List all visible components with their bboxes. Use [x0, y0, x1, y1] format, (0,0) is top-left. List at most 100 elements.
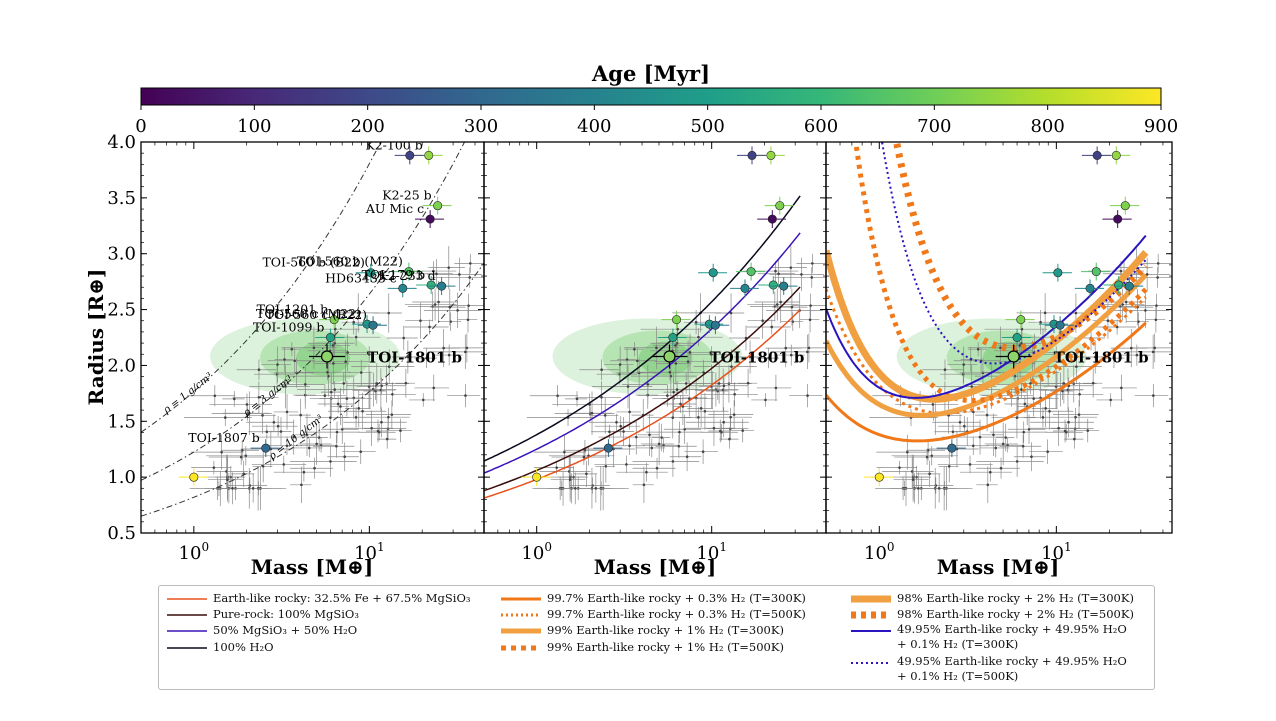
population-point: [619, 424, 623, 428]
population-point: [971, 444, 975, 448]
model-curve: [853, 142, 1148, 403]
population-point: [958, 420, 962, 424]
population-point: [807, 346, 811, 350]
model-curve: [484, 232, 801, 474]
population-point: [634, 435, 638, 439]
model-curve: [826, 288, 1147, 415]
planet-point: [1012, 332, 1022, 342]
population-point: [305, 433, 309, 437]
population-point: [391, 393, 394, 396]
legend-item: 99.7% Earth-like rocky + 0.3% H₂ (T=500K…: [495, 606, 806, 622]
posterior-contour: [602, 330, 713, 385]
x-tick-label: 101: [696, 540, 727, 564]
legend-item: 99% Earth-like rocky + 1% H₂ (T=300K): [495, 622, 806, 638]
population-point: [285, 410, 289, 414]
population-point: [732, 413, 736, 416]
population-point: [1153, 346, 1157, 350]
population-point: [292, 435, 296, 439]
population-point: [335, 444, 338, 448]
population-point: [622, 430, 625, 433]
population-point: [1048, 409, 1051, 413]
population-point: [402, 336, 406, 340]
population-point: [675, 388, 679, 391]
population-point: [432, 269, 435, 273]
population-point: [251, 487, 255, 490]
panel-3: TOI-1801 b 100 101: [825, 141, 1173, 564]
planet-label: K2-100 b: [365, 137, 422, 152]
planet-point: [768, 280, 778, 290]
x-axis-label-1: Mass [M⊕]: [251, 555, 373, 579]
colorbar-ticks: 0 100 200 300 400 500 600 700 800 900: [135, 105, 1178, 137]
population-point: [261, 414, 264, 417]
population-point: [1078, 393, 1081, 396]
population-point: [339, 405, 342, 408]
population-point: [342, 382, 346, 385]
x-tick-label: 100: [179, 540, 210, 564]
population-point: [677, 444, 681, 448]
population-point: [359, 371, 363, 374]
population-point: [1020, 327, 1024, 331]
population-point: [618, 372, 621, 376]
legend-swatch: [167, 598, 207, 600]
population-point: [951, 430, 955, 434]
planet-point: [424, 150, 434, 160]
population-point: [684, 382, 688, 385]
population-point: [672, 390, 675, 394]
population-point: [302, 470, 306, 474]
legend-swatch: [851, 630, 891, 633]
population-point: [323, 394, 327, 397]
population-point: [299, 413, 302, 417]
population-point: [674, 362, 678, 365]
population-point: [1039, 320, 1042, 324]
legend-label: Earth-like rocky: 32.5% Fe + 67.5% MgSiO…: [213, 591, 471, 605]
legend-item: Pure-rock: 100% MgSiO₃: [161, 606, 471, 622]
legend-label: 98% Earth-like rocky + 2% H₂ (T=300K): [897, 591, 1134, 605]
legend-label-line2: + 0.1% H₂ (T=300K): [897, 637, 1019, 652]
population-point: [1152, 394, 1155, 397]
population-point: [1029, 382, 1032, 385]
population-point: [257, 396, 261, 399]
population-point: [784, 346, 788, 350]
population-point: [466, 318, 470, 322]
planet-point: [1092, 150, 1102, 160]
highlight-point: [663, 350, 676, 363]
population-point: [425, 356, 428, 360]
population-point: [468, 276, 472, 279]
population-point: [764, 398, 767, 402]
planet-label: K2-25 b: [382, 188, 431, 203]
population-point: [1077, 413, 1081, 416]
population-point: [279, 430, 283, 433]
population-point: [467, 304, 470, 307]
population-point: [1093, 355, 1097, 359]
planet-label: TOI-560 c (B22): [266, 307, 367, 322]
population-point: [728, 437, 731, 441]
population-point: [1067, 420, 1070, 424]
planet-point: [672, 315, 682, 325]
population-point: [671, 416, 675, 419]
model-curve: [881, 142, 1147, 365]
population-point: [404, 381, 408, 385]
y-tick-label: 2.5: [107, 300, 136, 321]
legend-item: 98% Earth-like rocky + 2% H₂ (T=300K): [845, 590, 1134, 606]
population-point: [563, 450, 566, 454]
population-point: [458, 273, 461, 276]
legend-swatch: [851, 595, 891, 603]
population-point: [212, 466, 216, 469]
y-tick-label: 3.0: [107, 244, 136, 265]
population-point: [926, 448, 930, 452]
y-tick-label: 1.5: [107, 411, 136, 432]
population-point: [1112, 356, 1116, 360]
population-point: [775, 303, 779, 306]
posterior-contour: [260, 330, 371, 385]
population-point: [678, 430, 681, 434]
colorbar-tick-label: 700: [917, 116, 951, 137]
planet-label: TOI-1807 b: [188, 430, 260, 445]
population-point: [220, 450, 223, 454]
population-point: [421, 398, 425, 402]
population-point: [675, 341, 679, 345]
population-point: [232, 397, 236, 401]
population-point: [660, 436, 663, 439]
population-point: [943, 368, 947, 372]
legend-item: 99.7% Earth-like rocky + 0.3% H₂ (T=300K…: [495, 590, 806, 606]
population-point: [963, 424, 966, 428]
